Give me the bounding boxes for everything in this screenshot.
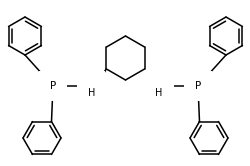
- Text: N: N: [156, 81, 163, 91]
- Polygon shape: [92, 69, 106, 87]
- Text: P: P: [50, 81, 56, 91]
- Text: H: H: [88, 88, 95, 98]
- Text: N: N: [87, 81, 94, 91]
- Text: H: H: [155, 88, 162, 98]
- Text: P: P: [194, 81, 200, 91]
